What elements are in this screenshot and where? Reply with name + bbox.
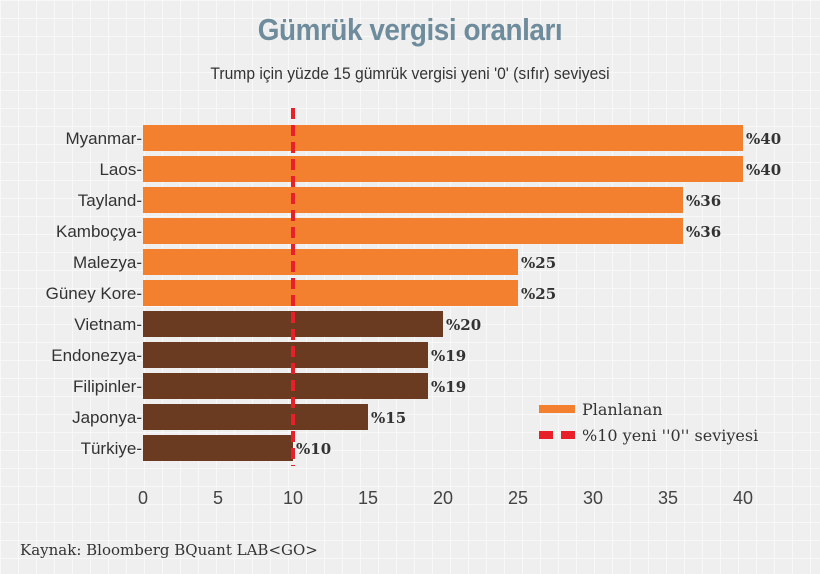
- bar: [143, 342, 428, 368]
- value-label: %40: [746, 161, 781, 179]
- bar: [143, 218, 683, 244]
- bar: [143, 125, 743, 151]
- value-label: %19: [431, 347, 466, 365]
- category-label: Güney Kore-: [46, 284, 142, 303]
- legend-swatch-planned: [539, 405, 575, 413]
- value-label: %36: [686, 223, 721, 241]
- category-label: Myanmar-: [65, 129, 142, 148]
- chart-title: Gümrük vergisi oranları: [257, 12, 563, 47]
- category-label: Türkiye-: [81, 439, 142, 458]
- category-label: Tayland-: [78, 191, 142, 210]
- x-tick-label: 35: [658, 488, 678, 508]
- bar: [143, 187, 683, 213]
- category-label: Filipinler-: [73, 377, 142, 396]
- chart-subtitle: Trump için yüzde 15 gümrük vergisi yeni …: [210, 64, 610, 83]
- category-label: Kamboçya-: [56, 222, 142, 241]
- value-label: %10: [296, 440, 331, 458]
- category-label: Endonezya-: [51, 346, 142, 365]
- legend-label: Planlanan: [582, 400, 663, 419]
- bar: [143, 373, 428, 399]
- category-label: Malezya-: [73, 253, 142, 272]
- value-label: %25: [521, 285, 556, 303]
- x-tick-label: 0: [138, 488, 148, 508]
- value-label: %36: [686, 192, 721, 210]
- bar: [143, 249, 518, 275]
- bar: [143, 156, 743, 182]
- category-label: Laos-: [99, 160, 142, 179]
- bar: [143, 280, 518, 306]
- category-label: Vietnam-: [74, 315, 142, 334]
- x-tick-label: 15: [358, 488, 378, 508]
- legend-label: %10 yeni ''0'' seviyesi: [582, 426, 758, 445]
- x-tick-label: 10: [283, 488, 303, 508]
- x-tick-label: 40: [733, 488, 753, 508]
- source-note: Kaynak: Bloomberg BQuant LAB<GO>: [20, 541, 318, 559]
- x-tick-label: 5: [213, 488, 223, 508]
- value-label: %19: [431, 378, 466, 396]
- x-tick-label: 30: [583, 488, 603, 508]
- value-label: %15: [371, 409, 406, 427]
- x-tick-label: 20: [433, 488, 453, 508]
- bar: [143, 435, 293, 461]
- value-label: %20: [446, 316, 481, 334]
- bar: [143, 404, 368, 430]
- value-label: %40: [746, 130, 781, 148]
- x-tick-label: 25: [508, 488, 528, 508]
- value-label: %25: [521, 254, 556, 272]
- category-label: Japonya-: [72, 408, 142, 427]
